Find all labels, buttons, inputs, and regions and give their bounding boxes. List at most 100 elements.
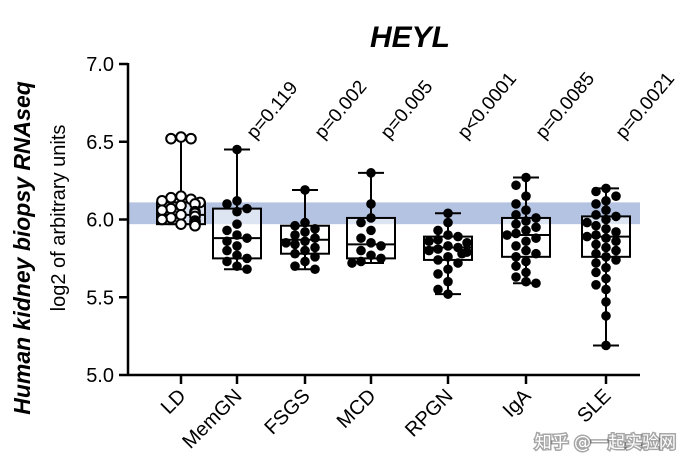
data-point: [310, 264, 320, 275]
data-points: [156, 131, 621, 351]
p-value-rpgn: p<0.0001: [454, 69, 521, 144]
data-point: [310, 224, 320, 234]
data-point: [424, 236, 434, 247]
data-point: [156, 195, 168, 207]
data-point: [601, 196, 611, 206]
data-point: [424, 245, 434, 256]
data-point: [443, 230, 453, 240]
data-point: [366, 213, 376, 223]
data-point: [521, 191, 531, 201]
data-point: [222, 199, 232, 209]
y-tick-label: 5.5: [86, 287, 114, 309]
data-point: [453, 231, 463, 242]
data-point: [366, 238, 376, 248]
data-point: [232, 144, 242, 155]
data-point: [611, 227, 621, 237]
data-point: [511, 272, 521, 282]
data-point: [222, 225, 232, 236]
data-point: [601, 214, 611, 225]
data-point: [591, 220, 601, 231]
data-point: [232, 196, 242, 206]
data-point: [310, 242, 320, 253]
data-point: [165, 132, 177, 145]
data-point: [601, 205, 611, 215]
data-point: [433, 234, 443, 245]
data-point: [601, 262, 611, 273]
data-point: [511, 261, 521, 271]
p-value-mcd: p=0.005: [377, 77, 438, 144]
data-point: [165, 202, 177, 215]
data-point: [175, 131, 187, 143]
x-tick-label: RPGN: [401, 385, 457, 441]
data-point: [165, 212, 177, 224]
data-point: [521, 276, 531, 287]
x-tick-label: IgA: [499, 385, 536, 422]
data-point: [611, 245, 621, 256]
data-point: [453, 258, 463, 268]
chart-title: HEYL: [370, 21, 450, 54]
p-value-sle: p=0.0021: [612, 69, 679, 144]
data-point: [290, 239, 300, 250]
data-point: [222, 245, 232, 256]
y-axis-label: Human kidney biopsy RNAseq: [9, 81, 35, 415]
data-point: [310, 252, 320, 262]
data-point: [185, 132, 197, 145]
data-point: [175, 209, 187, 221]
data-point: [232, 261, 242, 271]
y-axis-sublabel: log2 of arbitrary units: [48, 125, 70, 312]
data-point: [611, 236, 621, 247]
data-point: [591, 199, 601, 209]
data-point: [310, 233, 320, 243]
data-point: [521, 205, 531, 215]
p-value-fsgs: p=0.002: [311, 77, 372, 144]
data-point: [156, 213, 168, 226]
x-tick-label: MemGN: [178, 385, 246, 453]
data-point: [462, 238, 472, 248]
watermark: 知乎 @一起实验网: [533, 432, 677, 455]
data-point: [366, 250, 376, 261]
data-point: [611, 191, 621, 201]
data-point: [376, 241, 386, 251]
data-point: [601, 297, 611, 307]
watermark-text: 知乎 @一起实验网: [535, 433, 676, 453]
data-point: [366, 225, 376, 236]
data-point: [232, 206, 242, 217]
data-point: [601, 273, 611, 284]
data-point: [433, 284, 443, 295]
data-point: [443, 252, 453, 262]
data-point: [511, 219, 521, 229]
x-tick-label: LD: [157, 385, 191, 419]
data-point: [443, 241, 453, 251]
data-point: [511, 210, 521, 220]
data-point: [601, 224, 611, 234]
data-point: [591, 210, 601, 220]
data-point: [300, 217, 310, 228]
data-point: [601, 311, 611, 321]
data-point: [156, 204, 168, 216]
p-values: p=0.119 p=0.002 p=0.005 p<0.0001 p=0.0085 p=0…: [243, 69, 679, 144]
data-point: [242, 264, 252, 275]
data-point: [611, 255, 621, 265]
data-point: [290, 220, 300, 231]
y-tick-label: 7.0: [86, 54, 114, 76]
data-point: [347, 258, 357, 268]
p-value-iga: p=0.0085: [532, 69, 599, 144]
data-point: [443, 289, 453, 299]
data-point: [242, 253, 252, 264]
data-point: [531, 248, 541, 259]
data-point: [242, 233, 252, 243]
x-tick-label: FSGS: [260, 385, 314, 439]
data-point: [591, 267, 601, 278]
data-point: [511, 241, 521, 251]
data-point: [591, 248, 601, 259]
data-point: [300, 185, 310, 195]
data-point: [175, 199, 187, 212]
data-point: [232, 219, 242, 229]
data-point: [521, 225, 531, 236]
data-point: [300, 256, 310, 267]
data-point: [521, 245, 531, 256]
data-point: [366, 168, 376, 178]
data-point: [433, 244, 443, 254]
data-point: [531, 233, 541, 243]
data-point: [366, 199, 376, 209]
